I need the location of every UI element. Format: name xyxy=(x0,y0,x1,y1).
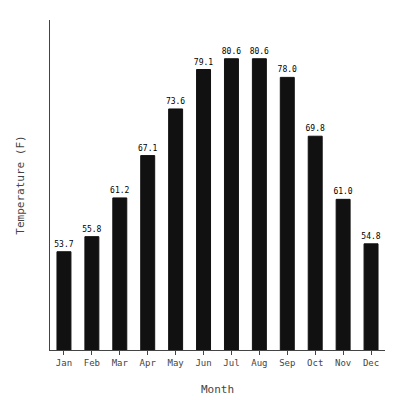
svg-text:79.1: 79.1 xyxy=(194,58,213,67)
svg-text:Jan: Jan xyxy=(56,358,72,368)
svg-text:Nov: Nov xyxy=(335,358,351,368)
svg-text:78.0: 78.0 xyxy=(278,65,297,74)
svg-text:80.6: 80.6 xyxy=(222,47,241,56)
svg-text:Temperature (F): Temperature (F) xyxy=(14,135,27,234)
svg-text:Jun: Jun xyxy=(195,358,211,368)
svg-text:53.7: 53.7 xyxy=(54,240,73,249)
svg-text:Month: Month xyxy=(201,383,234,396)
svg-text:Apr: Apr xyxy=(140,358,157,368)
svg-text:61.0: 61.0 xyxy=(333,187,352,196)
svg-text:Oct: Oct xyxy=(307,358,323,368)
svg-text:55.8: 55.8 xyxy=(82,225,101,234)
svg-text:Feb: Feb xyxy=(84,358,100,368)
svg-text:69.8: 69.8 xyxy=(305,124,324,133)
svg-text:Aug: Aug xyxy=(251,358,267,368)
svg-text:May: May xyxy=(167,358,184,368)
svg-text:73.6: 73.6 xyxy=(166,97,185,106)
svg-text:Mar: Mar xyxy=(112,358,129,368)
svg-text:80.6: 80.6 xyxy=(250,47,269,56)
svg-text:67.1: 67.1 xyxy=(138,144,157,153)
svg-text:Jul: Jul xyxy=(223,358,239,368)
svg-text:61.2: 61.2 xyxy=(110,186,129,195)
svg-text:Dec: Dec xyxy=(363,358,379,368)
svg-text:54.8: 54.8 xyxy=(361,232,380,241)
svg-text:Sep: Sep xyxy=(279,358,295,368)
